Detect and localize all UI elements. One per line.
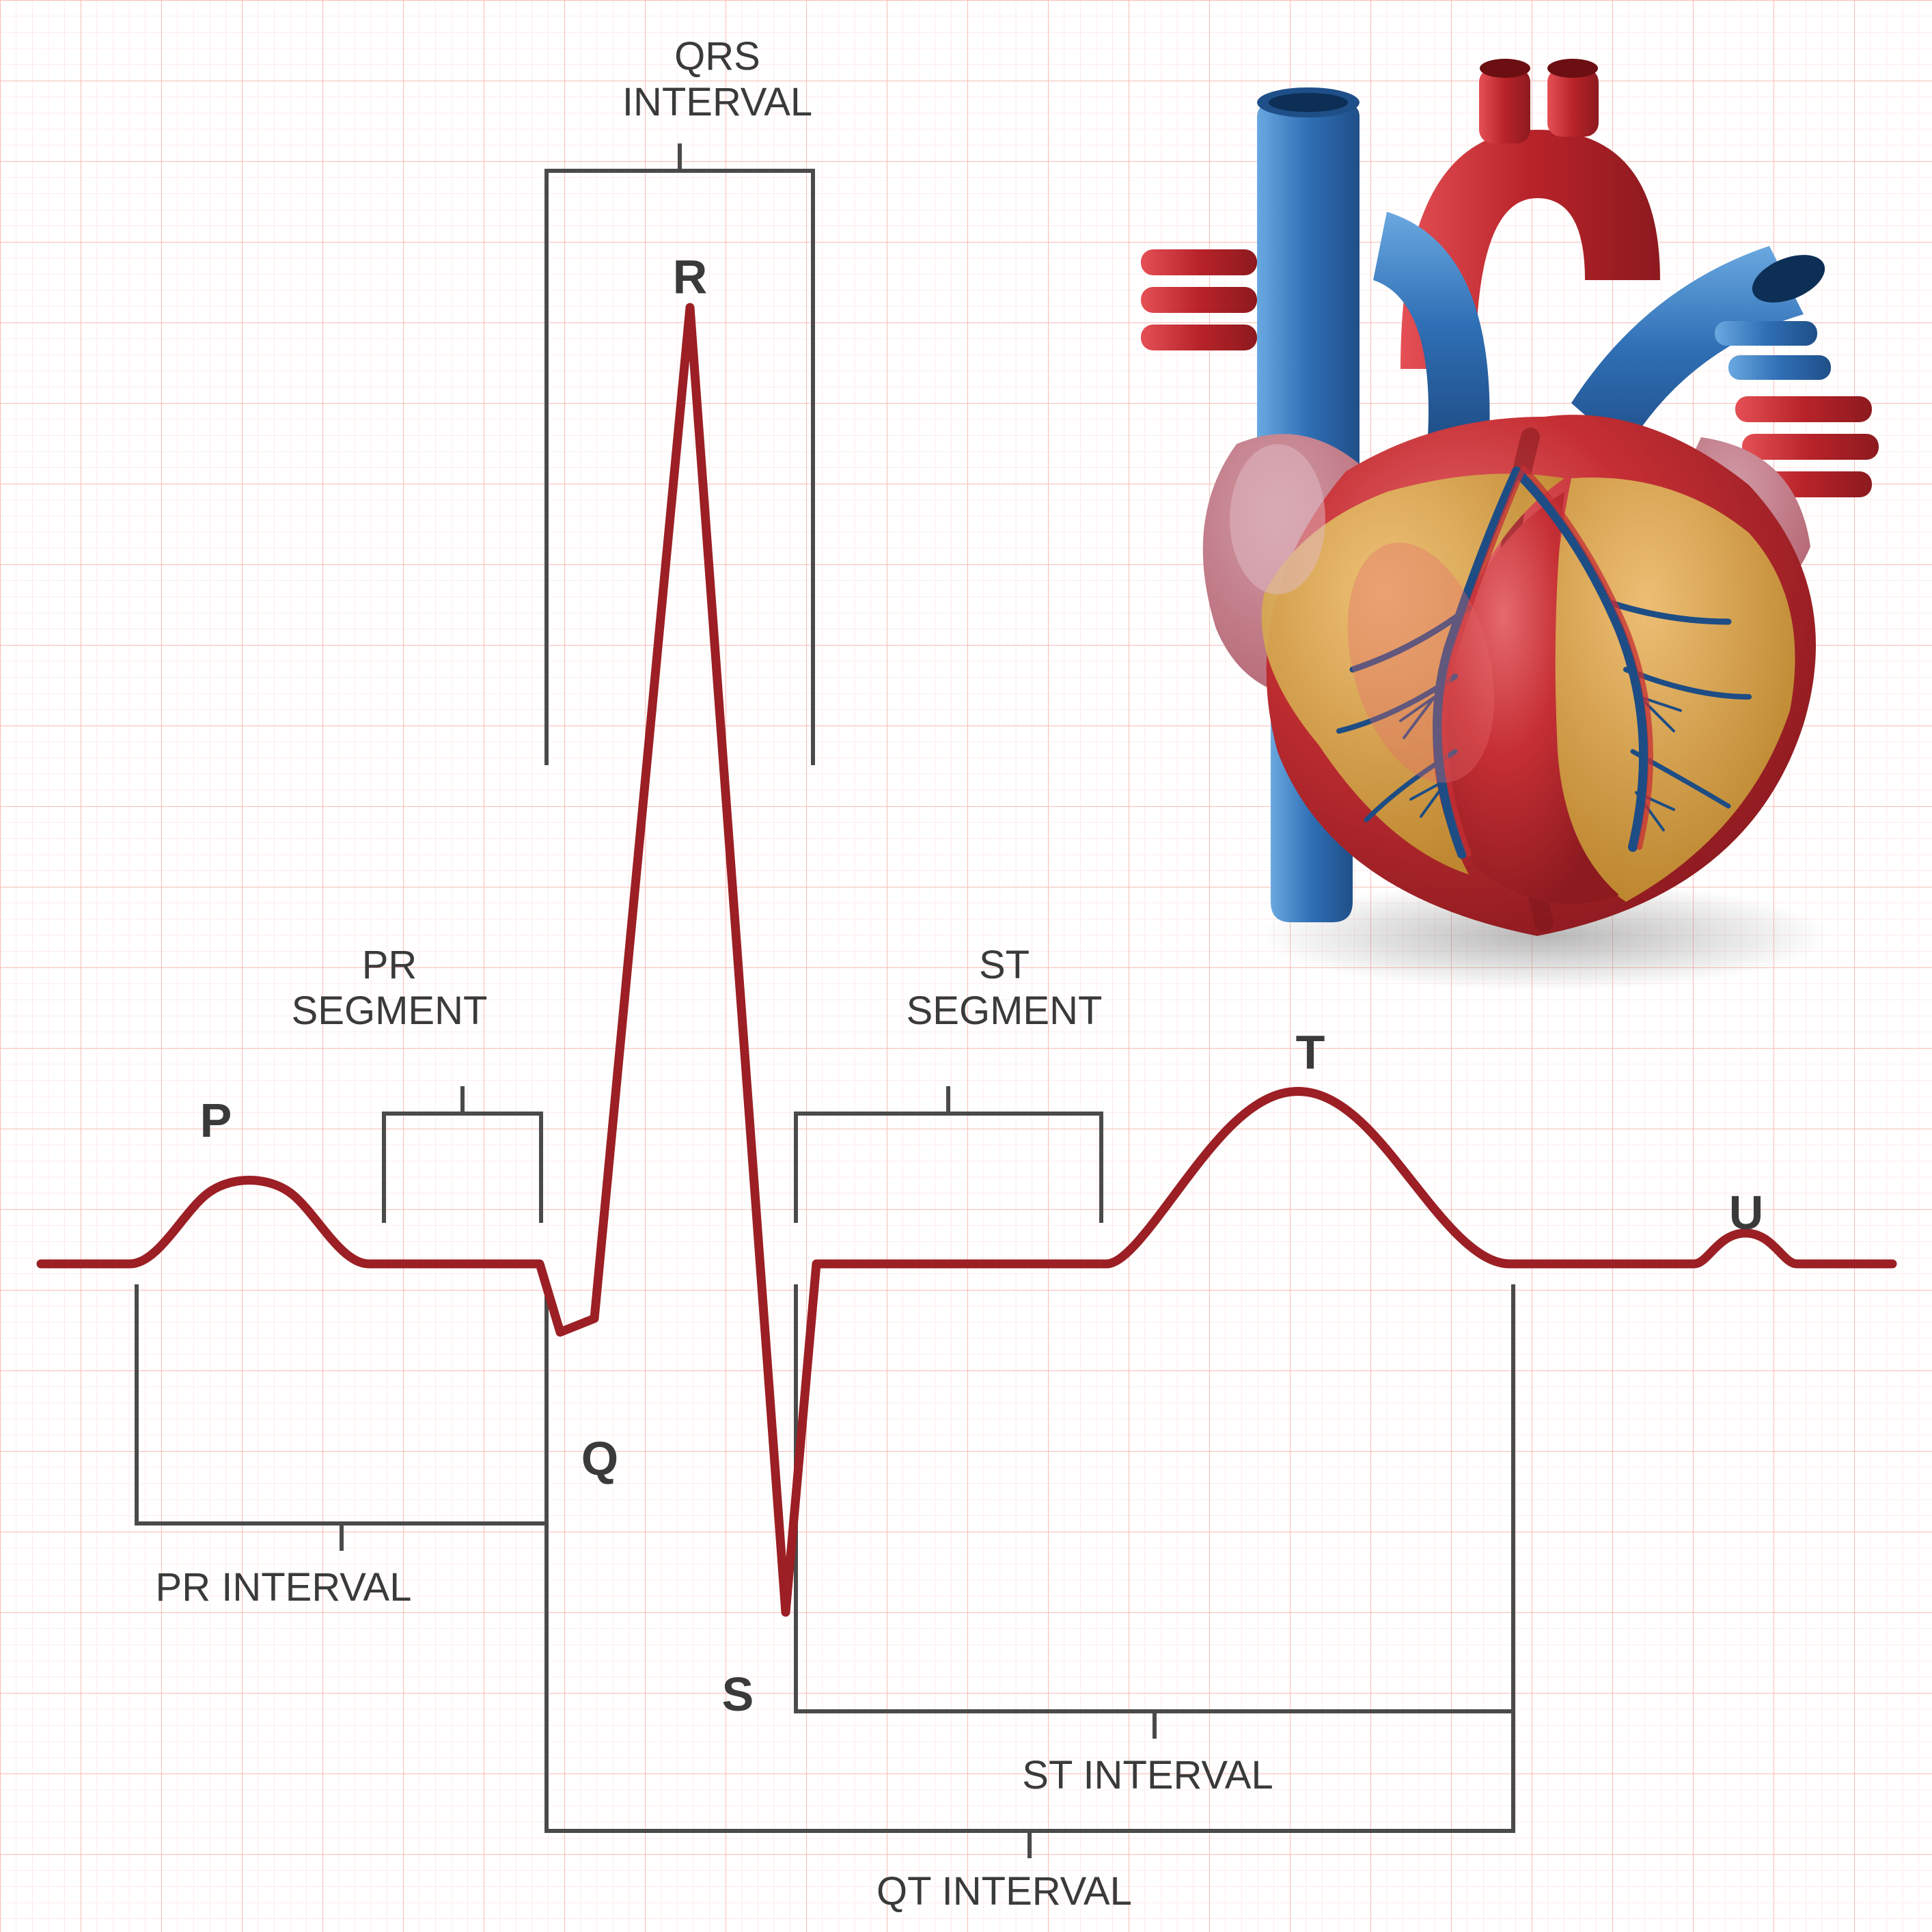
aorta-branch-2 bbox=[1547, 68, 1599, 137]
label-pr-interval: PR INTERVAL bbox=[156, 1564, 412, 1610]
ecg-diagram-canvas: P Q R S T U QRS INTERVAL PR SEGMENT ST S… bbox=[0, 0, 1932, 1932]
superior-vena-cava bbox=[1257, 102, 1360, 485]
label-qt-interval: QT INTERVAL bbox=[877, 1868, 1132, 1914]
label-st-segment: ST SEGMENT bbox=[907, 943, 1103, 1034]
wave-label-s: S bbox=[722, 1667, 754, 1722]
label-pr-segment: PR SEGMENT bbox=[292, 943, 488, 1034]
label-st-interval: ST INTERVAL bbox=[1022, 1752, 1273, 1798]
red-branches-left bbox=[1141, 249, 1257, 350]
wave-label-q: Q bbox=[581, 1431, 618, 1486]
label-qrs-l2: INTERVAL bbox=[622, 80, 812, 124]
label-stseg-l1: ST bbox=[979, 943, 1030, 987]
atrium-highlight bbox=[1230, 444, 1325, 594]
aorta-branch-2-top bbox=[1547, 59, 1598, 78]
label-stseg-l2: SEGMENT bbox=[907, 989, 1103, 1033]
wave-label-u: U bbox=[1729, 1185, 1764, 1240]
label-qrs-l1: QRS bbox=[674, 34, 760, 79]
svc-opening-inner bbox=[1269, 93, 1348, 112]
blue-branch-r1 bbox=[1715, 321, 1817, 346]
blue-branch-r2 bbox=[1728, 355, 1831, 380]
wave-label-p: P bbox=[200, 1093, 232, 1148]
wave-label-t: T bbox=[1296, 1025, 1325, 1079]
wave-label-r: R bbox=[673, 249, 708, 304]
label-prseg-l2: SEGMENT bbox=[292, 989, 488, 1033]
label-prseg-l1: PR bbox=[362, 943, 417, 987]
aorta-branch-1-top bbox=[1480, 59, 1530, 78]
aorta-branch-1 bbox=[1479, 68, 1530, 143]
label-qrs-interval: QRS INTERVAL bbox=[622, 34, 812, 125]
